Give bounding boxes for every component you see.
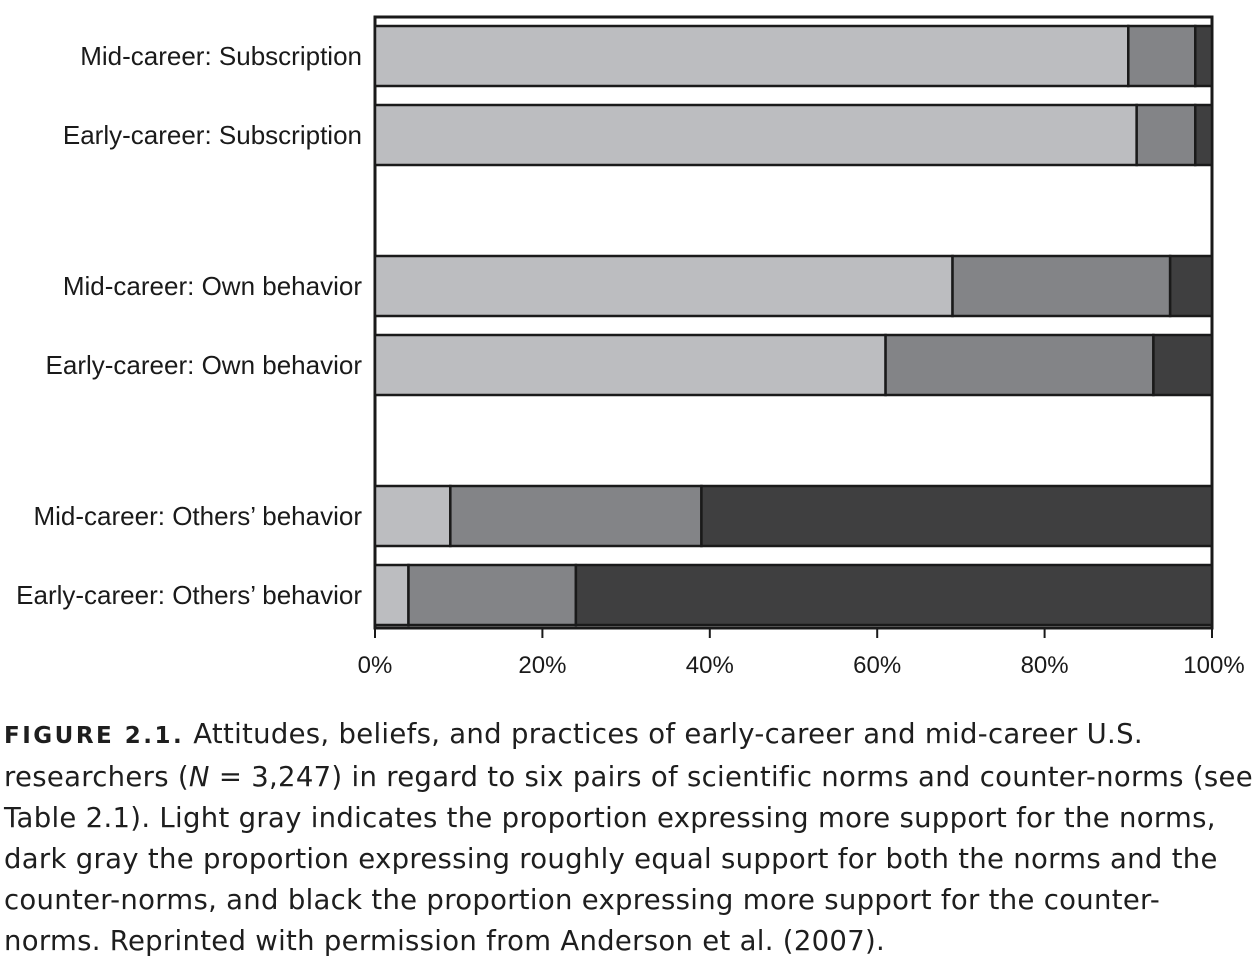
figure-caption: FIGURE 2.1. Attitudes, beliefs, and prac… bbox=[4, 714, 1254, 962]
x-tick-label-3: 40% bbox=[686, 652, 734, 679]
x-axis: 0% 20% 40% 60% 80% 100% bbox=[358, 626, 1245, 679]
bar-segment-2-3 bbox=[1194, 103, 1214, 167]
category-labels: Mid-career: Subscription Early-career: Su… bbox=[16, 41, 362, 610]
category-label-5: Mid-career: Others’ behavior bbox=[34, 501, 363, 531]
bar-segment-4-2 bbox=[884, 333, 1155, 397]
bar-segment-2-2 bbox=[1135, 103, 1197, 167]
bar-segment-3-1 bbox=[373, 254, 954, 318]
category-label-1: Mid-career: Subscription bbox=[80, 41, 362, 71]
caption-text-part1: Attitudes, beliefs, and practices of ear… bbox=[4, 718, 1143, 793]
bars-layer bbox=[373, 15, 1214, 630]
caption-n-symbol: N bbox=[188, 761, 210, 793]
bar-segment-5-2 bbox=[449, 484, 703, 548]
bar-segment-1-3 bbox=[1194, 24, 1214, 88]
category-label-2: Early-career: Subscription bbox=[63, 120, 362, 150]
figure-label: FIGURE 2.1. bbox=[4, 723, 185, 749]
x-tick-label-4: 60% bbox=[853, 652, 901, 679]
bar-segment-1-1 bbox=[373, 24, 1130, 88]
x-tick-label-6: 100% bbox=[1183, 652, 1244, 679]
bar-segment-5-1 bbox=[373, 484, 452, 548]
bar-segment-4-3 bbox=[1152, 333, 1214, 397]
bar-segment-1-2 bbox=[1127, 24, 1197, 88]
bar-segment-4-1 bbox=[373, 333, 887, 397]
bar-segment-6-1 bbox=[373, 563, 410, 627]
bar-segment-6-2 bbox=[407, 563, 578, 627]
caption-text-part2: = 3,247) in regard to six pairs of scien… bbox=[4, 761, 1253, 957]
x-tick-label-2: 20% bbox=[518, 652, 566, 679]
category-label-4: Early-career: Own behavior bbox=[46, 350, 363, 380]
category-label-6: Early-career: Others’ behavior bbox=[16, 580, 362, 610]
x-tick-label-1: 0% bbox=[358, 652, 393, 679]
stacked-bar-chart: Mid-career: Subscription Early-career: Su… bbox=[16, 15, 1245, 679]
bar-segment-2-1 bbox=[373, 103, 1138, 167]
category-label-3: Mid-career: Own behavior bbox=[63, 271, 362, 301]
bar-segment-6-3 bbox=[574, 563, 1214, 627]
x-tick-label-5: 80% bbox=[1021, 652, 1069, 679]
bar-segment-3-3 bbox=[1168, 254, 1214, 318]
bar-segment-5-3 bbox=[700, 484, 1214, 548]
bar-segment-3-2 bbox=[951, 254, 1172, 318]
